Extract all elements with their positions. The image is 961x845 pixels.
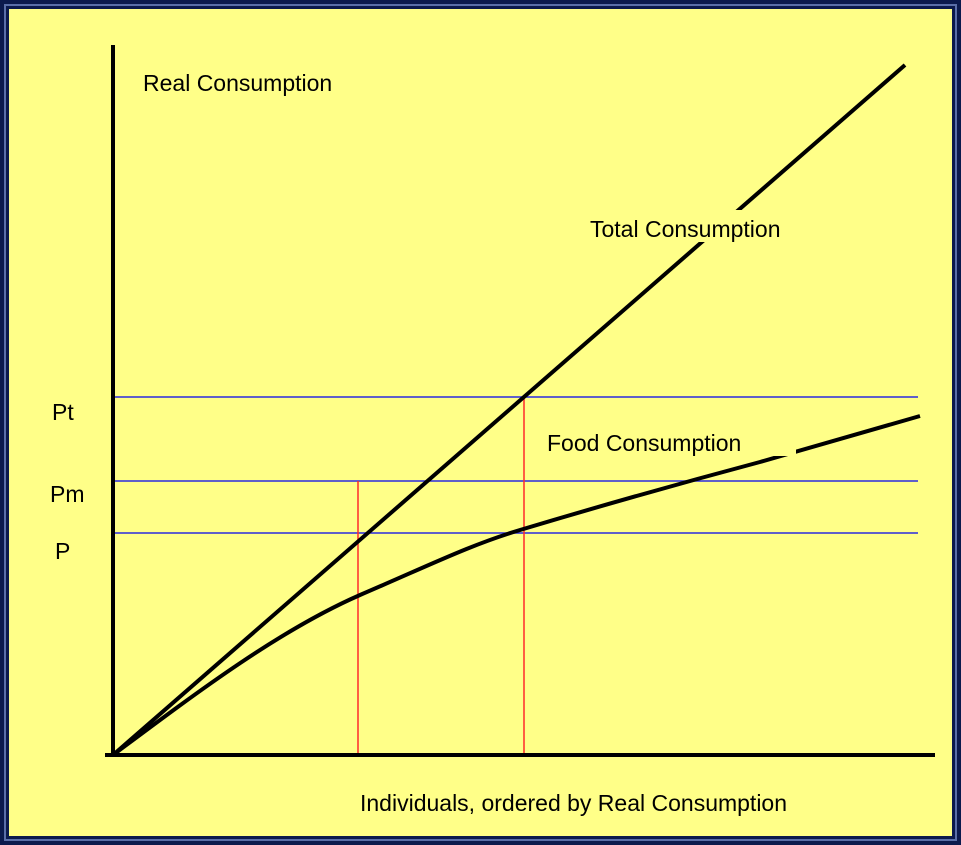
food-consumption-curve: [111, 414, 921, 757]
frame-inner-line: [4, 4, 957, 841]
x-axis-label: Individuals, ordered by Real Consumption: [360, 790, 787, 816]
label-backing: [586, 210, 832, 242]
level-label: P: [55, 538, 70, 564]
label-backing: [544, 424, 796, 456]
y-axis-label: Real Consumption: [143, 70, 332, 96]
curve-label: Total Consumption: [590, 216, 781, 242]
background: [9, 9, 952, 836]
total-consumption-curve: [111, 63, 907, 757]
curve-label: Food Consumption: [547, 430, 741, 456]
level-label: Pt: [52, 399, 74, 425]
level-label: Pm: [50, 481, 85, 507]
